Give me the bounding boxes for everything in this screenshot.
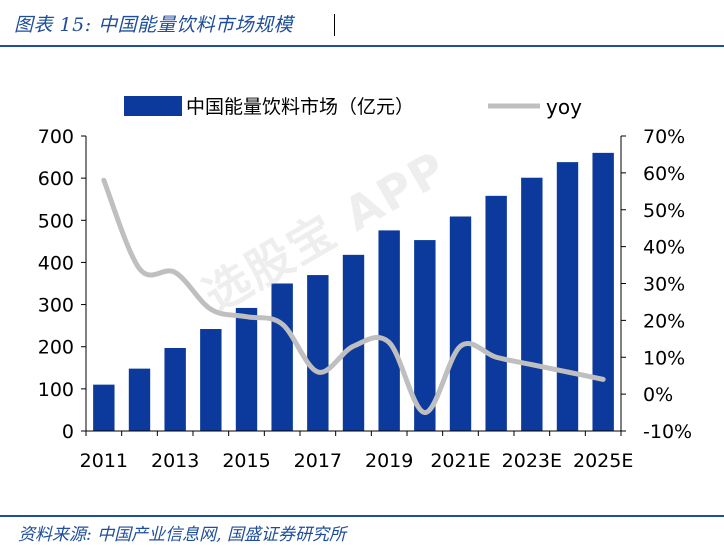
right-tick-label: 30% (643, 274, 685, 296)
bar-2025E (592, 152, 614, 432)
left-tick-label: 300 (38, 295, 74, 317)
left-tick-label: 100 (38, 379, 74, 401)
bar-2015 (235, 307, 258, 431)
left-tick-label: 0 (62, 421, 74, 443)
bar-2022E (485, 195, 507, 431)
right-tick-label: -10% (643, 421, 692, 443)
bar-series (93, 152, 614, 432)
right-tick-label: 40% (643, 237, 685, 259)
chart-legend: 中国能量饮料市场（亿元） yoy (124, 95, 582, 119)
chart-svg: 中国能量饮料市场（亿元） yoy 0100200300400500600700 … (38, 95, 692, 472)
right-tick-label: 0% (643, 384, 673, 406)
chart-area: 中国能量饮料市场（亿元） yoy 0 100 200 300 400 500 600 700 … (0, 60, 724, 515)
x-tick-label: 2023E (502, 450, 562, 472)
bar-2017 (307, 275, 329, 431)
bar-2021E (449, 216, 472, 431)
bar-2024E (556, 162, 579, 431)
bar-2012 (128, 368, 151, 431)
legend-label-bar: 中国能量饮料市场（亿元） (186, 96, 414, 118)
source-note: 资料来源: 中国产业信息网, 国盛证券研究所 (18, 525, 346, 545)
right-axis-ticks: -10% 0% 10% 20% 30% 40% 50% 60% 70% (621, 126, 692, 443)
x-axis-ticks: 2011 2013 2015 2017 2019 2021E 2023E 2025E (80, 431, 633, 472)
x-tick-label: 2025E (573, 450, 633, 472)
right-tick-label: 20% (643, 310, 685, 332)
x-tick-label: 2013 (151, 450, 199, 472)
footer-divider (0, 515, 724, 517)
text-caret (334, 14, 335, 36)
x-tick-label: 2017 (294, 450, 342, 472)
bar-2011 (93, 384, 115, 431)
legend-swatch-bar (124, 96, 182, 116)
bar-2019 (378, 230, 400, 431)
bar-2013 (164, 347, 186, 431)
bar-2023E (521, 177, 543, 431)
x-tick-label: 2019 (365, 450, 413, 472)
right-tick-label: 70% (643, 126, 685, 148)
left-tick-label: 400 (38, 252, 74, 274)
legend-label-line: yoy (546, 95, 582, 119)
title-divider (0, 45, 724, 47)
left-axis-ticks: 0 100 200 300 400 500 600 700 (38, 126, 86, 443)
bar-2018 (342, 254, 365, 431)
left-tick-label: 200 (38, 337, 74, 359)
right-tick-label: 50% (643, 200, 685, 222)
bar-2020 (414, 240, 436, 431)
figure-title: 图表 15: 中国能量饮料市场规模 (14, 14, 294, 36)
right-tick-label: 10% (643, 347, 685, 369)
bar-2014 (200, 329, 222, 431)
x-tick-label: 2015 (222, 450, 270, 472)
x-tick-label: 2011 (80, 450, 128, 472)
x-tick-label: 2021E (430, 450, 490, 472)
bar-2016 (271, 283, 293, 431)
left-tick-label: 700 (38, 126, 74, 148)
right-tick-label: 60% (643, 163, 685, 185)
left-tick-label: 500 (38, 210, 74, 232)
yoy-line (101, 177, 606, 416)
left-tick-label: 600 (38, 168, 74, 190)
